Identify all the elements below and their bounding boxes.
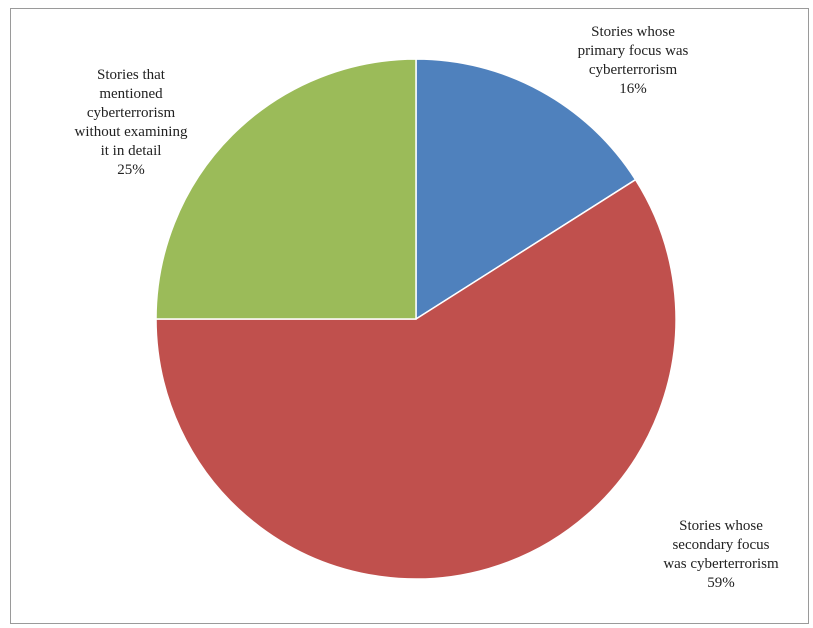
label-line: mentioned: [99, 86, 163, 102]
label-line: was cyberterrorism: [663, 556, 779, 572]
label-line: Stories that: [97, 67, 165, 83]
label-line: cyberterrorism: [588, 62, 678, 78]
label-line: Stories whose: [591, 24, 675, 40]
pie-slice-secondary-focus: [155, 178, 677, 580]
label-line: secondary focus: [672, 537, 770, 553]
slice-label-mentioned: Stories that mentioned cyberterrorism wi…: [41, 66, 221, 180]
percent-label: 59%: [707, 575, 735, 591]
slice-label-primary-focus: Stories whose primary focus was cyberter…: [533, 23, 733, 99]
pie-slice-mentioned: [155, 58, 417, 320]
label-line: without examining: [74, 124, 188, 140]
label-line: cyberterrorism: [86, 105, 176, 121]
label-line: Stories whose: [679, 518, 763, 534]
pie-slice-primary-focus: [415, 58, 637, 321]
label-line: it in detail: [100, 143, 162, 159]
slice-label-secondary-focus: Stories whose secondary focus was cybert…: [631, 517, 811, 593]
percent-label: 25%: [117, 162, 145, 178]
pie-chart: [155, 58, 677, 580]
percent-label: 16%: [619, 81, 647, 97]
chart-frame: Stories whose primary focus was cyberter…: [10, 8, 809, 624]
label-line: primary focus was: [577, 43, 689, 59]
